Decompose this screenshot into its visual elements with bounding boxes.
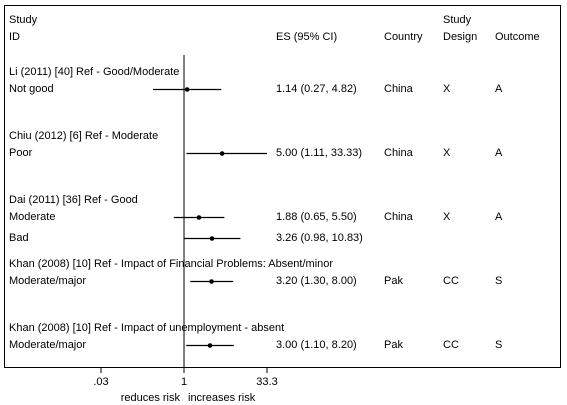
row-es-ci: 1.14 (0.27, 4.82) [276,83,357,95]
row-es-ci: 5.00 (1.11, 33.33) [276,147,363,159]
group-title: Khan (2008) [10] Ref - Impact of unemplo… [9,322,285,334]
row-country: China [384,147,413,159]
header-design-line1: Study [443,14,472,26]
row-design: CC [443,339,459,351]
header-study: Study [9,14,38,26]
group-title: Li (2011) [40] Ref - Good/Moderate [9,66,180,78]
point-estimate [219,151,225,156]
plot-frame [4,5,561,368]
x-tick-label: .03 [93,376,109,388]
row-es-ci: 1.88 (0.65, 5.50) [276,211,357,223]
row-label: Bad [9,232,29,244]
row-outcome: S [495,339,503,351]
point-estimate [196,215,202,220]
header-outcome: Outcome [495,31,540,43]
header-country: Country [384,31,423,43]
row-country: Pak [384,339,403,351]
row-design: X [443,83,451,95]
x-axis-note-left: reduces risk [120,392,180,404]
row-es-ci: 3.20 (1.30, 8.00) [276,275,357,287]
row-label: Moderate/major [9,275,87,287]
row-design: X [443,211,451,223]
point-estimate [209,236,215,241]
row-es-ci: 3.26 (0.98, 10.83) [276,232,363,244]
point-estimate [207,343,213,348]
group-title: Khan (2008) [10] Ref - Impact of Financi… [9,258,334,270]
row-country: China [384,83,413,95]
x-tick-label: 1 [180,376,188,388]
row-label: Not good [9,83,54,95]
row-country: China [384,211,413,223]
row-outcome: A [495,211,503,223]
row-country: Pak [384,275,403,287]
x-axis-note-right: increases risk [188,392,256,404]
header-design-line2: Design [443,31,478,43]
row-outcome: A [495,147,503,159]
row-design: CC [443,275,459,287]
row-design: X [443,147,451,159]
group-title: Dai (2011) [36] Ref - Good [9,194,138,206]
row-label: Moderate [9,211,56,223]
point-estimate [209,279,214,284]
row-label: Moderate/major [9,339,87,351]
x-tick-label: 33.3 [256,376,278,388]
row-es-ci: 3.00 (1.10, 8.20) [276,339,357,351]
row-outcome: S [495,275,503,287]
row-outcome: A [495,83,503,95]
row-label: Poor [9,147,33,159]
group-title: Chiu (2012) [6] Ref - Moderate [9,130,159,142]
header-id: ID [9,31,20,43]
header-es: ES (95% CI) [276,31,338,43]
point-estimate [184,87,190,92]
